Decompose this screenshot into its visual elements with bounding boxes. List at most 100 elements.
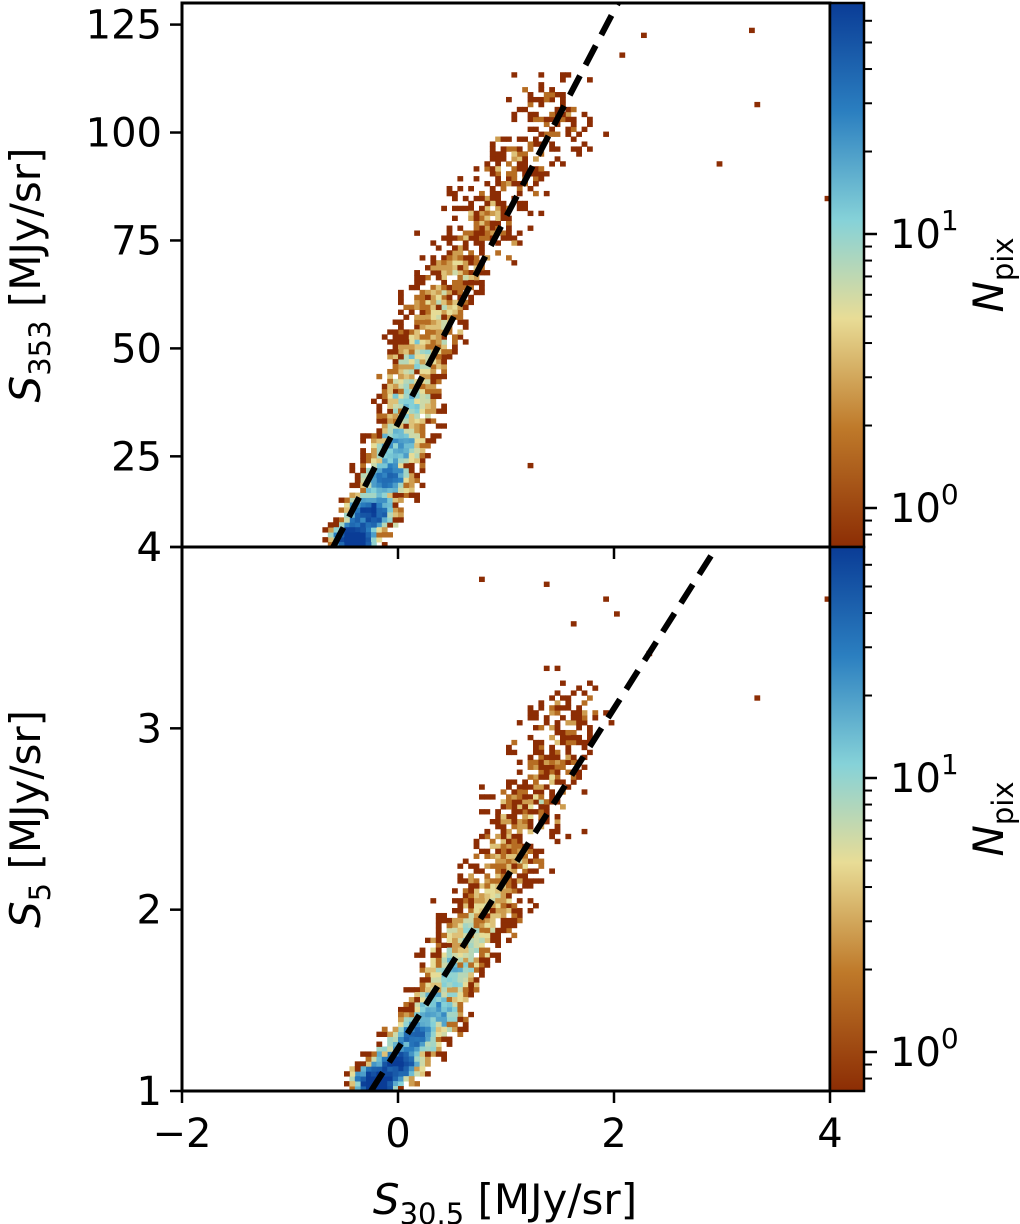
heatmap-cell <box>441 403 447 409</box>
heatmap-cell <box>403 987 410 993</box>
heatmap-cell <box>371 492 377 498</box>
heatmap-cell <box>554 779 561 785</box>
heatmap-cell <box>419 467 426 474</box>
heatmap-cell <box>435 408 442 414</box>
heatmap-cell <box>333 527 339 533</box>
heatmap-cell <box>430 408 437 414</box>
heatmap-cell <box>435 275 442 281</box>
heatmap-cell <box>387 1041 393 1047</box>
heatmap-cell <box>446 255 453 261</box>
heatmap-cell <box>495 220 501 226</box>
heatmap-cell <box>457 982 464 988</box>
heatmap-cell <box>430 997 437 1003</box>
heatmap-cell <box>538 809 545 815</box>
heatmap-cell <box>538 749 545 756</box>
heatmap-cell <box>457 937 464 944</box>
heatmap-cell <box>398 438 404 444</box>
heatmap-cell <box>495 151 501 157</box>
heatmap-cell <box>349 542 356 547</box>
heatmap-cell <box>484 161 491 167</box>
heatmap-cell <box>452 932 458 939</box>
heatmap-cell <box>587 680 593 686</box>
heatmap-cell <box>408 448 415 454</box>
heatmap-cell <box>538 176 545 182</box>
heatmap-cell <box>549 141 555 147</box>
heatmap-cell <box>511 749 518 756</box>
heatmap-cell <box>516 898 523 904</box>
heatmap-cell <box>506 804 512 810</box>
heatmap-cell <box>527 883 534 889</box>
heatmap-cell <box>462 977 469 983</box>
heatmap-cell <box>468 878 474 884</box>
heatmap-cell <box>484 833 491 840</box>
heatmap-cell <box>479 190 485 197</box>
heatmap-cell <box>489 952 496 958</box>
heatmap-cell <box>468 917 474 924</box>
bottom-x-tick-label: 0 <box>385 1111 410 1157</box>
heatmap-cell <box>435 359 442 365</box>
heatmap-cell <box>565 126 572 132</box>
heatmap-cell <box>468 952 474 958</box>
heatmap-cell <box>371 527 377 533</box>
heatmap-cell <box>522 784 528 790</box>
heatmap-cell <box>419 1071 426 1077</box>
heatmap-cell <box>419 1066 426 1072</box>
heatmap-cell <box>419 255 426 261</box>
heatmap-cell <box>430 957 437 963</box>
heatmap-cell <box>554 774 561 780</box>
heatmap-cell <box>506 843 512 850</box>
heatmap-cell <box>506 784 512 790</box>
heatmap-cell <box>414 1001 420 1008</box>
heatmap-cell <box>516 185 523 192</box>
heatmap-cell <box>403 1046 410 1052</box>
heatmap-cell <box>468 215 474 221</box>
heatmap-cell <box>414 1066 420 1072</box>
top-colorbar-tick-label-1: 101 <box>890 204 959 258</box>
heatmap-cell <box>527 715 534 721</box>
heatmap-cell <box>430 309 437 315</box>
bottom-fit-line-group <box>368 547 720 1091</box>
heatmap-cell <box>549 734 555 741</box>
heatmap-cell <box>522 799 528 805</box>
heatmap-cell <box>446 1026 453 1033</box>
heatmap-cell <box>398 428 404 434</box>
heatmap-cell <box>452 245 458 251</box>
heatmap-cell <box>435 957 442 963</box>
heatmap-cell <box>506 161 512 167</box>
heatmap-cell <box>484 166 491 172</box>
heatmap-cell <box>538 799 545 805</box>
heatmap-cell <box>484 200 491 207</box>
heatmap-cell <box>419 334 426 340</box>
heatmap-cell <box>468 898 474 904</box>
heatmap-cell <box>425 398 431 404</box>
heatmap-cell <box>538 744 545 751</box>
heatmap-cell <box>500 799 507 805</box>
heatmap-cell <box>354 477 361 484</box>
heatmap-cell <box>446 1001 453 1008</box>
heatmap-cell <box>468 275 474 281</box>
heatmap-cell <box>403 329 410 335</box>
heatmap-cell <box>446 225 453 231</box>
heatmap-cell <box>587 725 593 731</box>
heatmap-cell <box>484 878 491 884</box>
heatmap-cell <box>619 52 626 58</box>
heatmap-cell <box>414 1056 420 1062</box>
heatmap-cell <box>549 764 555 770</box>
heatmap-cell <box>441 1056 447 1062</box>
heatmap-cell <box>500 156 507 162</box>
heatmap-cell <box>403 1001 410 1008</box>
heatmap-cell <box>495 210 501 217</box>
heatmap-cell <box>430 319 437 325</box>
heatmap-cell <box>381 512 388 518</box>
heatmap-cell <box>376 1041 383 1047</box>
heatmap-cell <box>435 932 442 939</box>
heatmap-cell <box>500 181 507 187</box>
heatmap-cell <box>419 368 426 375</box>
heatmap-cell <box>360 1086 366 1091</box>
heatmap-cell <box>441 334 447 340</box>
heatmap-cell <box>435 992 442 998</box>
heatmap-cell <box>533 789 539 795</box>
heatmap-cell <box>381 438 388 444</box>
heatmap-cell <box>354 512 361 518</box>
